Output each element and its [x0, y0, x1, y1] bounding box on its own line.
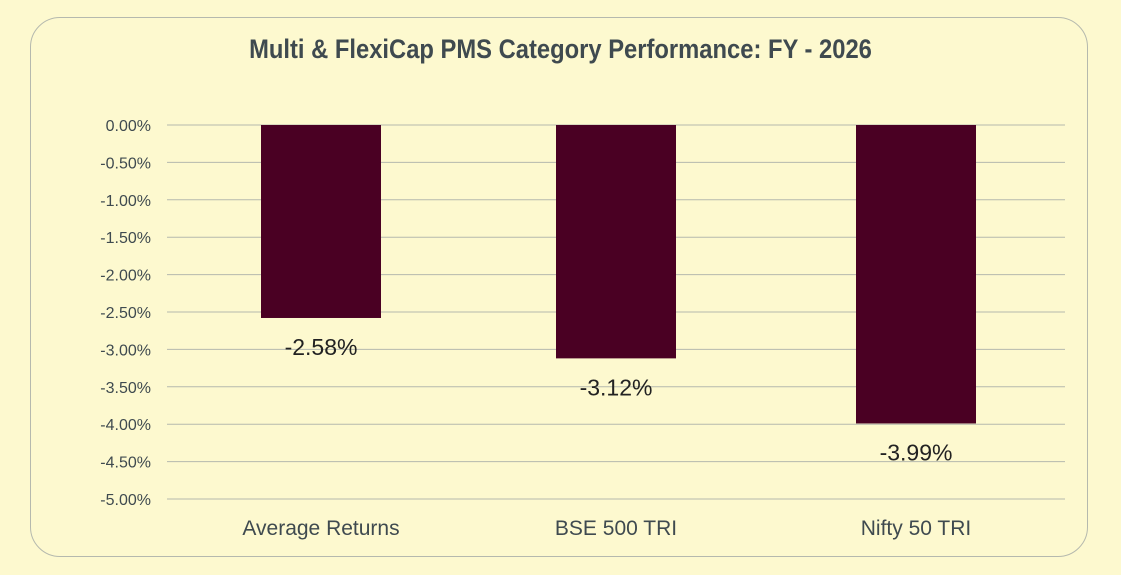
y-tick-label: -3.00% — [100, 342, 151, 359]
y-tick-label: -1.00% — [100, 193, 151, 210]
bar — [856, 125, 976, 424]
data-label: -3.99% — [880, 439, 953, 465]
data-label: -2.58% — [285, 334, 358, 360]
y-tick-label: -0.50% — [100, 155, 151, 172]
bar — [556, 125, 676, 359]
chart-panel — [30, 17, 1088, 557]
x-tick-label: BSE 500 TRI — [555, 517, 677, 540]
x-tick-label: Average Returns — [242, 517, 399, 540]
y-tick-label: -4.50% — [100, 455, 151, 472]
chart-title: Multi & FlexiCap PMS Category Performanc… — [249, 34, 872, 64]
y-tick-label: -1.50% — [100, 230, 151, 247]
y-tick-label: -2.50% — [100, 305, 151, 322]
y-tick-label: -5.00% — [100, 492, 151, 509]
y-tick-label: -3.50% — [100, 380, 151, 397]
y-tick-label: -4.00% — [100, 417, 151, 434]
y-tick-label: -2.00% — [100, 268, 151, 285]
data-label: -3.12% — [580, 374, 653, 400]
y-tick-label: 0.00% — [106, 118, 151, 135]
x-tick-label: Nifty 50 TRI — [861, 517, 971, 540]
bar — [261, 125, 381, 318]
